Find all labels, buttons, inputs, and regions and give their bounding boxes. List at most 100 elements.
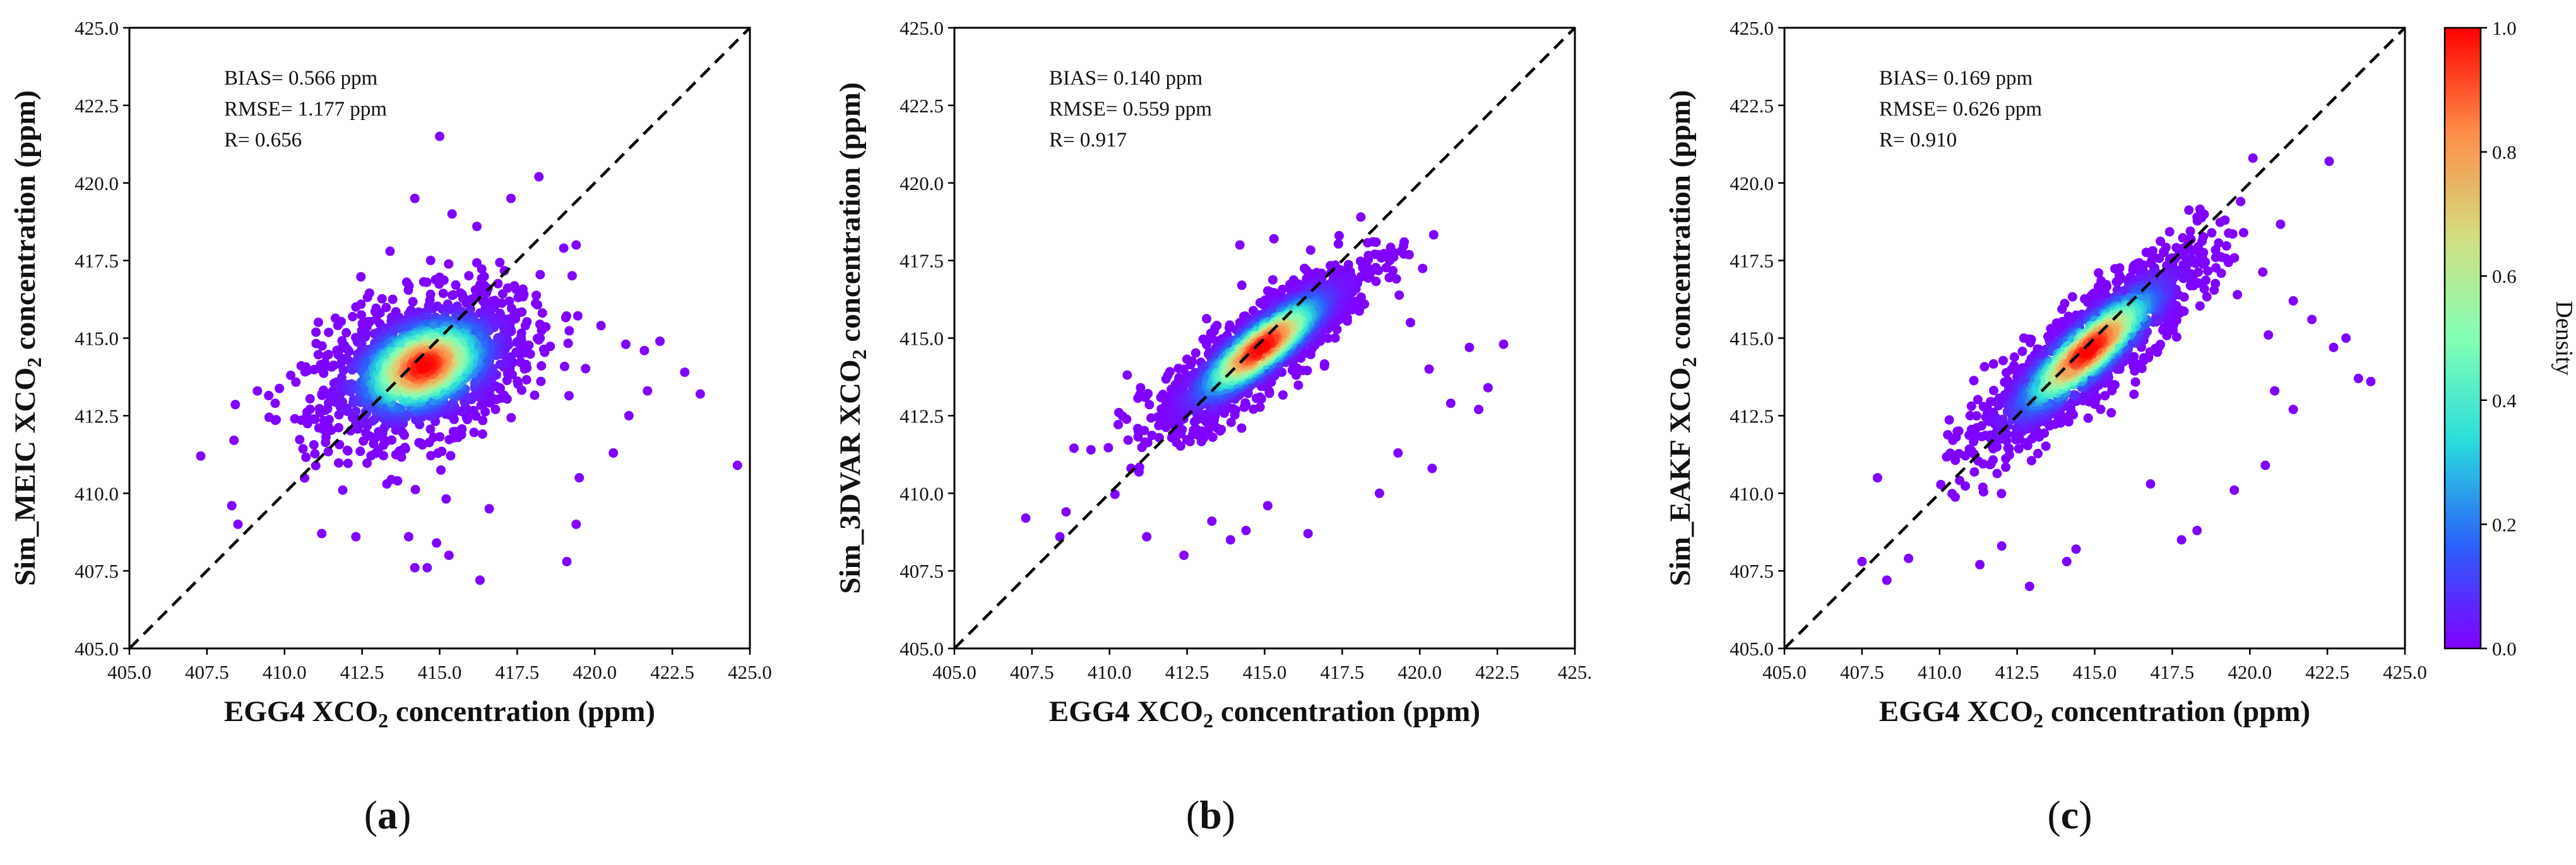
panel-c-data-point [1973, 395, 1983, 405]
panel-c-data-point [1969, 467, 1979, 477]
panel-a-data-point [447, 290, 457, 301]
panel-b-data-point [1393, 448, 1403, 458]
panel-c-data-point [2156, 236, 2166, 246]
panel-c-data-point [2233, 290, 2243, 300]
panel-c-data-point [1872, 473, 1882, 483]
panel-c-data-point [2187, 245, 2197, 255]
panel-b-data-point [1185, 360, 1196, 370]
panel-c-data-point [2211, 278, 2221, 289]
panel-c-y-tick-label: 405.0 [1730, 638, 1774, 660]
panel-c-data-point [2192, 216, 2202, 226]
panel-b-data-point [1086, 444, 1096, 455]
panel-c-data-point [2288, 296, 2298, 306]
panel-c-data-point [2062, 556, 2072, 566]
panel-a-data-point [564, 326, 574, 336]
panel-c-data-point [2024, 582, 2034, 592]
panel-c-data-point [2101, 290, 2111, 301]
panel-c-x-tick-label: 422.5 [2305, 661, 2349, 683]
panel-b-x-tick-label: 417.5 [1321, 661, 1365, 683]
panel-a-data-point [504, 296, 514, 306]
panel-a-scatter-plot: 405.0 407.5 410.0 412.5 415.0 417.5 420.0 422.5… [9, 17, 772, 732]
panel-a-y-tick-label: 420.0 [74, 172, 119, 194]
panel-b-data-point [1269, 234, 1279, 244]
panel-a-data-point [275, 383, 285, 393]
panel-a-bias: BIAS= 0.566 ppm [224, 67, 378, 90]
panel-a-data-point [342, 403, 352, 414]
panel-b-data-point [1142, 532, 1152, 542]
panel-a-data-point [317, 528, 327, 539]
panel-c-data-point [1997, 541, 2007, 551]
panel-b-y-tick-label: 407.5 [899, 560, 944, 582]
panel-b-data-point [1278, 390, 1288, 400]
panel-c-data-point [2366, 376, 2376, 386]
panel-b-data-point [1103, 443, 1113, 453]
panel-c-data-point [2203, 266, 2213, 276]
panel-c-data-point [2039, 428, 2050, 438]
panel-b-data-point [1122, 414, 1132, 424]
panel-a-data-point [410, 193, 420, 203]
panel-a-data-point [336, 373, 347, 383]
panel-b-data-point [1334, 230, 1344, 241]
panel-c-y-tick-label: 417.5 [1730, 250, 1774, 272]
panel-c-data-point [2324, 156, 2334, 166]
panel-b-data-point [1303, 528, 1313, 539]
panel-a-data-point [655, 336, 665, 346]
panel-c-data-point [1978, 482, 1988, 492]
panel-a-data-point [516, 357, 526, 367]
panel-c-data-point [1966, 401, 1976, 411]
panel-c-data-point [2069, 390, 2079, 400]
panel-c-data-point [2229, 485, 2240, 495]
panel-b-data-point [1332, 325, 1342, 335]
panel-a-data-point [414, 438, 424, 448]
panel-b-one-to-one-line [953, 27, 1576, 650]
panel-a-y-tick-label: 410.0 [74, 482, 119, 504]
panel-a-data-point [495, 258, 505, 268]
panel-a-data-point [388, 294, 398, 304]
panel-a-data-point [581, 364, 591, 374]
panel-c-x-tick-label: 412.5 [1995, 661, 2039, 683]
panel-a-data-point [520, 321, 530, 331]
panel-a-data-point [328, 361, 338, 371]
panel-a-data-point [493, 278, 503, 289]
panel-b-data-point [1428, 230, 1439, 240]
panel-a-data-point [447, 209, 457, 219]
panel-b-data-point [1202, 314, 1212, 324]
panel-b-data-point [1143, 438, 1153, 448]
panel-b-x-tick-label: 410.0 [1088, 661, 1132, 683]
panel-a-data-point [484, 504, 494, 514]
panel-c-y-axis-title: Sim_EAKF XCO2 concentration (ppm) [1664, 90, 1701, 587]
panel-b-x-axis-title: EGG4 XCO2 concentration (ppm) [1049, 695, 1480, 732]
panel-a-one-to-one-line [128, 27, 751, 650]
panel-a-x-tick-label: 412.5 [340, 661, 384, 683]
panel-a-data-point [513, 292, 523, 302]
panel-a-data-point [227, 501, 237, 511]
panel-c-data-point [2288, 405, 2298, 414]
panel-a-data-point [362, 321, 372, 331]
panel-b-data-point [1483, 383, 1493, 393]
panel-c-stats: BIAS= 0.169 ppm RMSE= 0.626 ppm R= 0.910 [1879, 67, 2042, 152]
panel-a-data-point [286, 371, 296, 380]
panel-c-data-point [2100, 391, 2110, 401]
panel-b-data-point [1212, 423, 1222, 433]
panel-a-data-point [444, 259, 454, 269]
panel-b-data-point [1499, 339, 1509, 349]
panel-c-data-point [2185, 226, 2195, 236]
panel-a-data-point [536, 376, 546, 386]
panel-c-y-tick-label: 410.0 [1730, 482, 1774, 504]
panel-c-data-point [2017, 347, 2027, 356]
panel-a-data-point [422, 277, 432, 287]
panel-a-data-point [310, 414, 320, 424]
colorbar-tick-label: 0.4 [2492, 390, 2517, 412]
panel-b-x-tick-label: 420.0 [1398, 661, 1442, 683]
panel-a-data-point [680, 367, 690, 378]
panel-c-data-point [2211, 263, 2221, 273]
panel-a-data-point [270, 398, 280, 409]
panel-a-data-point [434, 279, 444, 289]
panel-a-data-point [341, 328, 352, 338]
panel-a-x-axis-title: EGG4 XCO2 concentration (ppm) [224, 695, 655, 732]
panel-a-data-point [323, 350, 333, 359]
panel-b-data-point [1123, 435, 1133, 445]
panel-a-data-point [356, 299, 366, 309]
panel-a-data-point [230, 400, 240, 410]
panel-a-data-point [311, 461, 321, 470]
